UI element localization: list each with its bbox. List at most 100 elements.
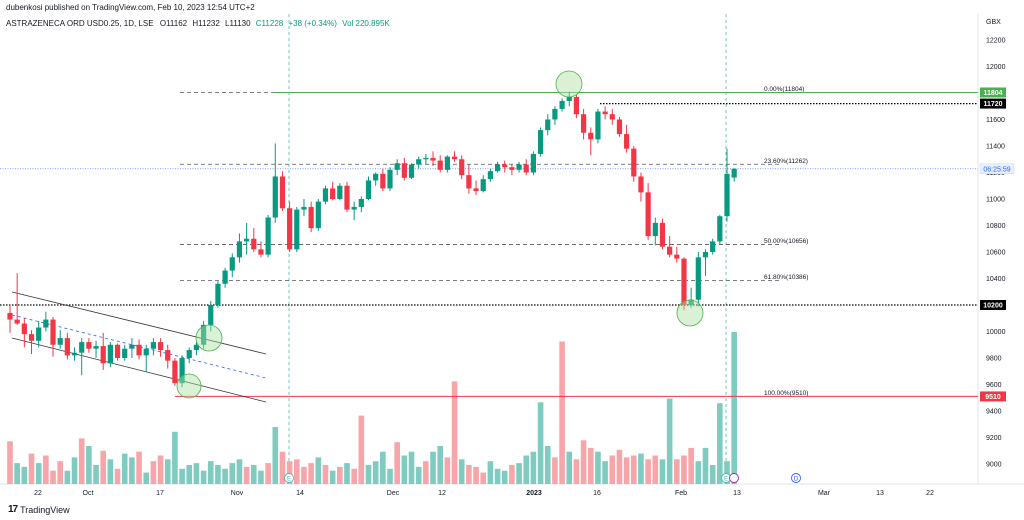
price-tick-label: 11000 <box>986 197 1005 204</box>
candle-body <box>136 344 142 356</box>
time-tick-label: Dec <box>387 490 400 497</box>
fib-level-label: 50.00%(10656) <box>764 238 808 245</box>
candle-body <box>308 206 314 229</box>
price-tick-label: 11600 <box>986 117 1005 124</box>
event-marker-icon <box>791 473 801 483</box>
volume-bar <box>78 438 85 484</box>
candle-body <box>157 342 164 351</box>
volume-bar <box>86 446 92 484</box>
volume-bar <box>200 470 207 484</box>
volume-bar <box>401 455 408 484</box>
volume-bar <box>487 461 494 484</box>
volume-bar <box>35 463 42 484</box>
candle-body <box>494 164 501 172</box>
volume-bar <box>509 465 515 484</box>
price-tick-label: 12000 <box>986 64 1006 71</box>
candle-body <box>566 96 572 101</box>
candle-body <box>545 119 551 131</box>
candle-body <box>337 185 343 199</box>
price-level-tag-label: 10200 <box>983 303 1003 310</box>
change-value: +38 (+0.34%) <box>288 19 337 28</box>
candle-body <box>186 350 192 358</box>
volume-bar <box>702 447 709 484</box>
candle-body <box>365 180 372 199</box>
candle-body <box>100 346 106 364</box>
candle-body <box>373 173 379 181</box>
candle-body <box>674 254 680 259</box>
volume-bar <box>28 453 35 484</box>
candle-body <box>387 169 393 189</box>
candle-body <box>36 327 42 341</box>
candle-body <box>200 324 207 345</box>
time-tick-label: 22 <box>926 490 934 497</box>
candle-body <box>287 208 293 250</box>
volume-bar <box>602 461 608 484</box>
volume-bar <box>243 466 250 484</box>
price-level-tag <box>980 391 1006 402</box>
candle-body <box>129 344 135 349</box>
price-tick-label: 9400 <box>986 409 1002 416</box>
volume-bar <box>501 470 508 484</box>
candle-body <box>638 176 644 193</box>
volume-bar <box>43 455 49 484</box>
candle-body <box>401 163 407 178</box>
countdown-label: 06:25:59 <box>983 166 1010 173</box>
volume-bar <box>308 463 314 484</box>
candle-body <box>702 252 709 258</box>
time-tick-label: Oct <box>83 490 94 497</box>
volume-bar <box>222 468 228 484</box>
candle-body <box>724 173 730 217</box>
candle-body <box>523 164 529 173</box>
volume-bar <box>193 463 200 484</box>
candle-body <box>358 199 364 207</box>
candle-body <box>315 201 321 229</box>
volume-bar <box>466 465 472 484</box>
candle-body <box>473 188 479 192</box>
volume-bar <box>559 341 565 484</box>
candle-body <box>710 241 716 252</box>
candle-body <box>480 179 486 192</box>
volume-bar <box>7 441 13 484</box>
volume-bar <box>50 470 56 484</box>
currency-label: GBX <box>986 19 1001 26</box>
volume-bar <box>71 457 78 484</box>
volume-bar <box>451 381 458 484</box>
volume-bar <box>107 459 114 484</box>
volume-bar <box>358 415 365 484</box>
volume-bar <box>207 461 214 484</box>
candle-body <box>272 176 278 218</box>
volume-bar <box>652 455 659 484</box>
time-tick-label: 17 <box>156 490 164 497</box>
volume-bar <box>294 459 300 484</box>
volume-bar <box>215 465 221 484</box>
volume-bar <box>638 453 644 484</box>
event-marker-label: E <box>724 476 728 482</box>
volume-bar <box>57 461 63 484</box>
volume-bar <box>494 468 501 484</box>
candle-body <box>222 270 228 284</box>
volume-bar <box>351 468 357 484</box>
close-value: C11228 <box>255 19 284 28</box>
price-level-tag-label: 9510 <box>985 394 1001 401</box>
volume-bar <box>114 468 121 484</box>
volume-bar <box>365 465 372 484</box>
time-tick-label: 16 <box>593 490 601 497</box>
fib-level-label: 0.00%(11804) <box>764 86 804 93</box>
candle-body <box>351 206 357 210</box>
volume-bar <box>552 457 558 484</box>
volume-bar <box>279 451 286 484</box>
candle-body <box>595 111 601 140</box>
candle-body <box>380 173 386 189</box>
candle-body <box>179 358 185 384</box>
candle-body <box>172 360 178 384</box>
volume-bar <box>14 463 20 484</box>
volume-bar <box>186 465 193 484</box>
volume-bar <box>681 455 687 484</box>
volume-bar <box>164 459 171 484</box>
tradingview-footer[interactable]: 17 TradingView <box>8 504 70 515</box>
volume-bar <box>387 468 393 484</box>
candle-body <box>502 164 508 168</box>
candle-body <box>695 257 701 300</box>
candle-body <box>322 188 329 202</box>
